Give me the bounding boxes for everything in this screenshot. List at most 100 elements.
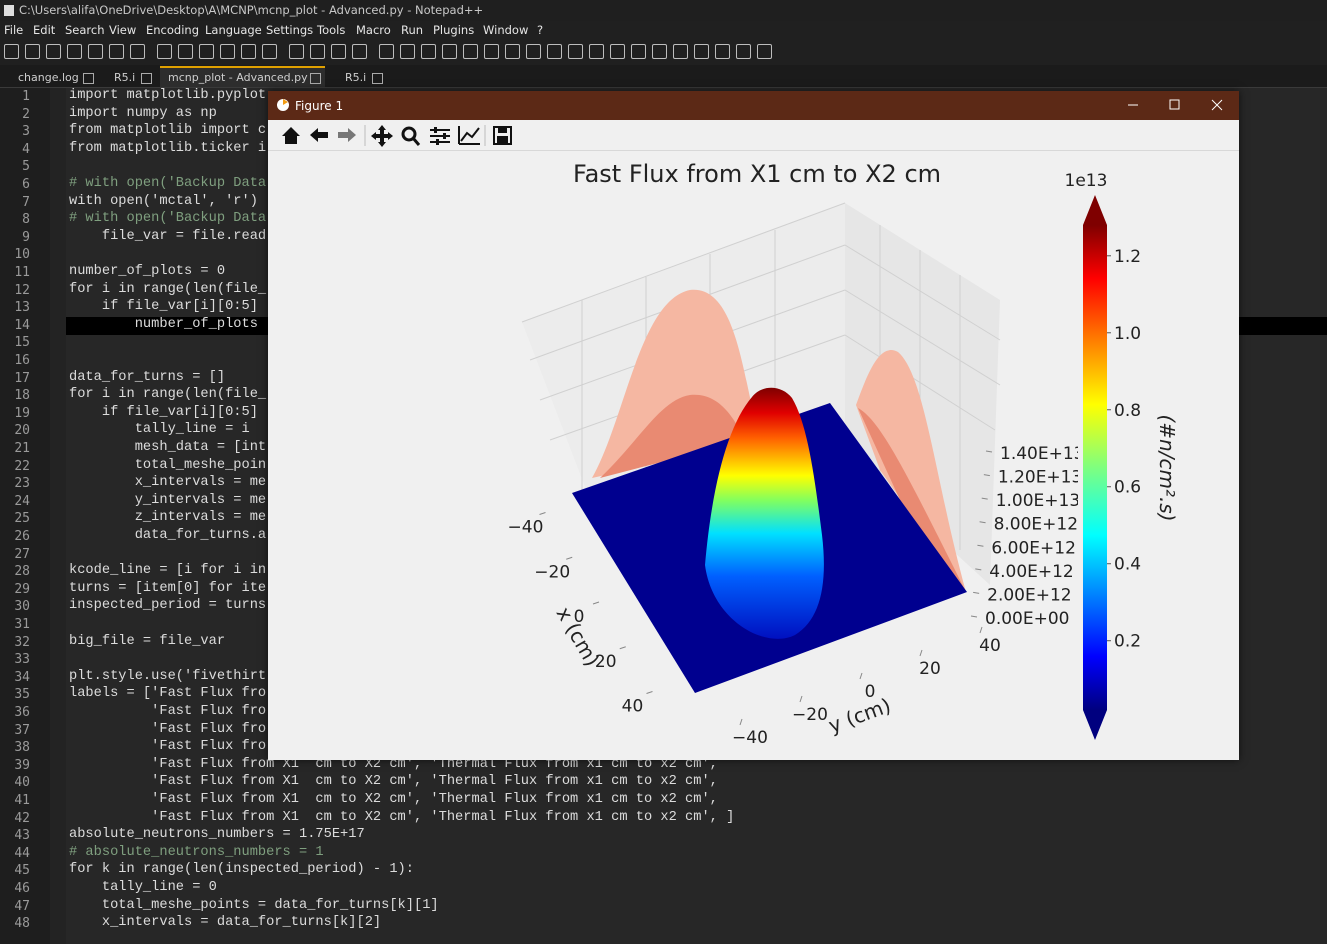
toolbar-button[interactable] [331,44,346,59]
line-number: 7 [22,194,30,210]
toolbar-button[interactable] [505,44,520,59]
menu-item[interactable]: Macro [356,23,391,37]
menu-item[interactable]: Search [65,23,105,37]
code-line: number_of_plots = 0 [69,264,226,279]
toolbar-button[interactable] [400,44,415,59]
menu-item[interactable]: Tools [317,23,346,37]
y-axis-label: y (cm) [825,693,894,738]
menu-item[interactable]: Settings [266,23,314,37]
toolbar-button[interactable] [352,44,367,59]
toolbar-button[interactable] [220,44,235,59]
toolbar-button[interactable] [262,44,277,59]
surface-plot: Fast Flux from X1 cm to X2 cm −40 −20 0 20 40… [508,160,1179,748]
menu-item[interactable]: Edit [33,23,56,37]
menu-item[interactable]: Run [401,23,424,37]
toolbar-button[interactable] [421,44,436,59]
line-number: 23 [14,476,30,492]
window-title: C:\Users\alifa\OneDrive\Desktop\A\MCNP\m… [19,3,484,17]
toolbar-button[interactable] [610,44,625,59]
line-number: 12 [14,282,30,298]
toolbar-icons[interactable] [268,120,528,150]
line-number: 22 [14,458,30,474]
toolbar-button[interactable] [241,44,256,59]
fold-margin [50,88,66,944]
toolbar-button[interactable] [484,44,499,59]
toolbar-button[interactable] [310,44,325,59]
tab[interactable]: R5.i [337,68,387,87]
line-number: 24 [14,493,30,509]
x-tick [646,691,653,694]
toolbar-button[interactable] [379,44,394,59]
toolbar [0,39,1327,65]
tab-label: R5.i [345,71,367,84]
colorbar-tick-label: 0.8 [1114,401,1141,421]
toolbar-button[interactable] [736,44,751,59]
menu-item[interactable]: Language [205,23,262,37]
back-pane-right [845,203,1000,585]
z-tick-label: 0.00E+00 [985,609,1069,629]
menu-item[interactable]: Encoding [146,23,199,37]
z-tick-label: 2.00E+12 [987,585,1071,605]
toolbar-button[interactable] [25,44,40,59]
toolbar-button[interactable] [67,44,82,59]
code-line: # with open('Backup Data [69,211,267,227]
line-number: 40 [14,775,30,791]
toolbar-button[interactable] [157,44,172,59]
toolbar-button[interactable] [589,44,604,59]
toolbar-button[interactable] [130,44,145,59]
toolbar-button[interactable] [442,44,457,59]
line-number: 26 [14,529,30,544]
toolbar-button[interactable] [568,44,583,59]
code-line: for i in range(len(file_ [69,387,267,403]
line-number: 43 [14,828,30,844]
tab-label: change.log [18,71,79,84]
toolbar-button[interactable] [46,44,61,59]
x-tick [619,646,626,650]
toolbar-button[interactable] [199,44,214,59]
window-controls[interactable] [1118,91,1239,120]
toolbar-button[interactable] [757,44,772,59]
toolbar-button[interactable] [88,44,103,59]
y-tick-label: 20 [919,659,941,679]
toolbar-button[interactable] [463,44,478,59]
menu-item[interactable]: Plugins [433,23,475,37]
menu-item[interactable]: ? [537,23,544,37]
z-tick-label: 6.00E+12 [991,538,1075,558]
code-line: import numpy as np [69,105,217,121]
toolbar-button[interactable] [547,44,562,59]
tab[interactable]: mcnp_plot - Advanced.py [160,66,325,87]
toolbar-button[interactable] [673,44,688,59]
toolbar-button[interactable] [631,44,646,59]
figure-window: Figure 1 [268,91,1239,760]
toolbar-button[interactable] [694,44,709,59]
colorbar-offset: 1e13 [1065,171,1108,191]
line-number: 27 [14,546,30,562]
line-number: 4 [22,141,30,157]
tab-label: mcnp_plot - Advanced.py [168,71,308,84]
colorbar-tick-label: 1.0 [1114,324,1141,344]
code-line: 'Fast Flux fro [69,739,267,755]
line-number: 36 [14,705,30,720]
line-number: 28 [14,564,30,580]
code-line: absolute_neutrons_numbers = 1.75E+17 [69,827,365,843]
menu-item[interactable]: File [4,23,24,37]
app-icon [4,5,14,16]
toolbar-button[interactable] [109,44,124,59]
toolbar-button[interactable] [715,44,730,59]
colorbar-tick-label: 1.2 [1114,247,1141,267]
z-tick [979,521,986,524]
menu-item[interactable]: View [109,23,137,37]
toolbar-button[interactable] [652,44,667,59]
toolbar-button[interactable] [289,44,304,59]
menu-item[interactable]: Window [483,23,529,37]
line-number: 15 [14,335,30,351]
line-number: 5 [22,159,30,175]
tab-close [141,73,152,84]
toolbar-button[interactable] [178,44,193,59]
line-number: 9 [22,229,30,245]
toolbar-button[interactable] [526,44,541,59]
chart-title: Fast Flux from X1 cm to X2 cm [573,160,941,188]
tab[interactable]: change.log [10,68,98,87]
toolbar-button[interactable] [4,44,19,59]
tab[interactable]: R5.i [106,68,156,87]
